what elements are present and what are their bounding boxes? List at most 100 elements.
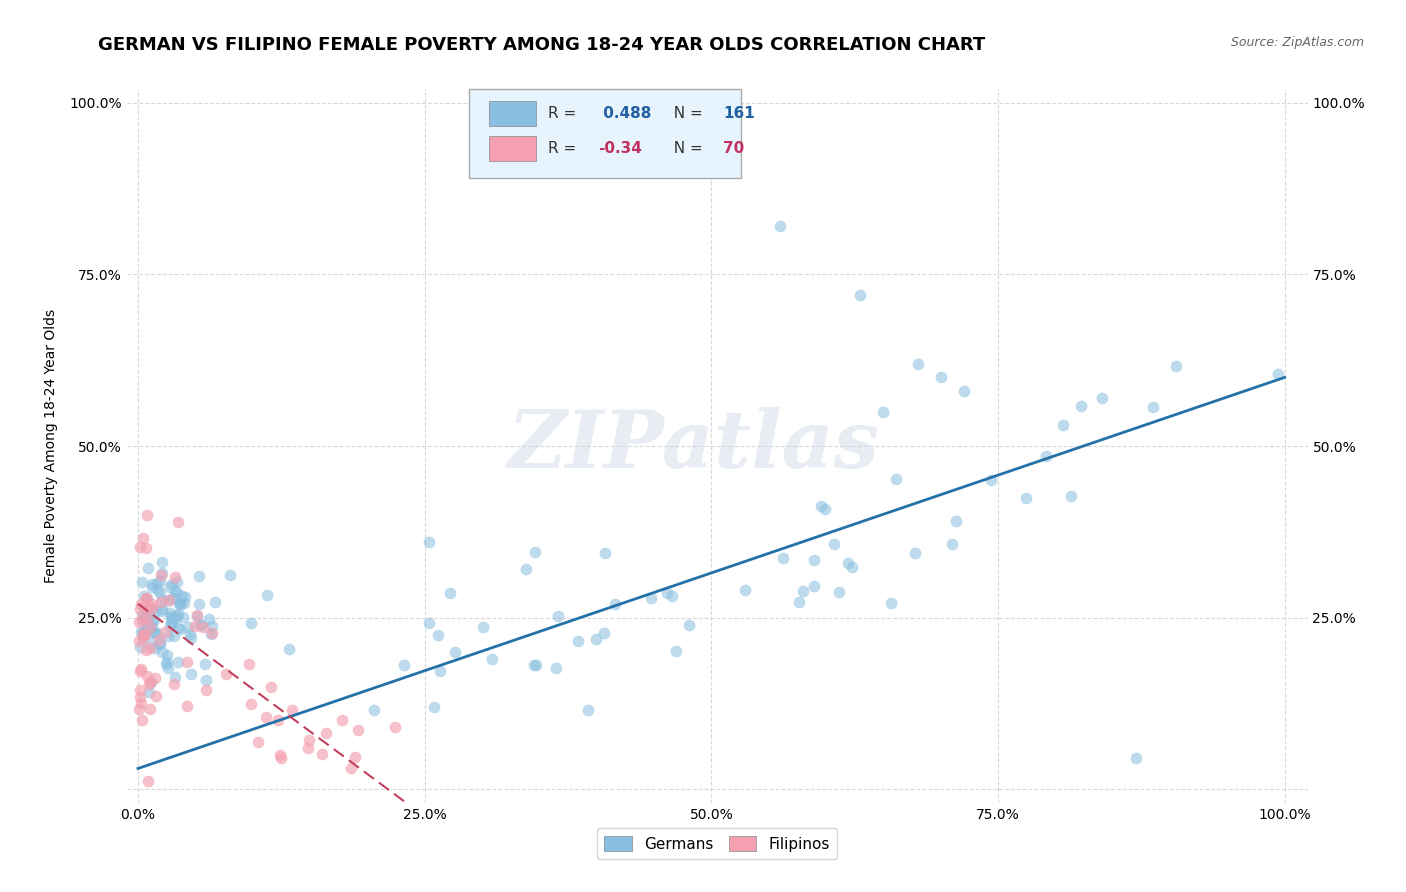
Point [141,580,163,594]
Point [129,661,152,675]
Point [174,591,197,605]
Point [167,621,190,635]
Text: 70: 70 [723,141,744,155]
Point [218,567,240,582]
Point [138,604,160,618]
Point [156,648,179,662]
Point [256,588,278,602]
Point [392,658,415,673]
Point [159,607,181,621]
Point [439,585,461,599]
Point [152,602,174,616]
Point [136,603,159,617]
Point [593,546,616,560]
Point [165,570,187,584]
Point [162,591,184,605]
Point [138,702,160,716]
Point [429,664,451,678]
Point [311,747,333,762]
Point [141,577,163,591]
Legend: Germans, Filipinos: Germans, Filipinos [596,828,838,859]
Point [138,684,160,698]
Point [163,676,186,690]
Point [135,591,157,605]
Point [148,582,170,597]
Text: N =: N = [664,141,707,155]
Point [980,473,1002,487]
Point [281,703,304,717]
Point [665,644,688,658]
Point [418,535,440,549]
Point [347,723,370,737]
Point [173,596,195,610]
Point [792,584,814,599]
Point [941,537,963,551]
Point [128,634,150,648]
Point [131,575,153,590]
Text: R =: R = [548,141,581,155]
FancyBboxPatch shape [470,89,741,178]
Y-axis label: Female Poverty Among 18-24 Year Olds: Female Poverty Among 18-24 Year Olds [44,309,58,583]
Point [134,599,156,613]
Point [585,632,607,646]
Point [787,594,810,608]
Text: N =: N = [664,106,707,121]
Point [547,609,569,624]
Point [837,556,859,570]
Point [131,608,153,623]
Point [427,628,450,642]
Point [167,596,190,610]
Point [201,626,224,640]
Point [166,607,188,622]
Point [135,643,157,657]
Point [828,584,851,599]
Point [135,508,157,522]
Point [515,561,537,575]
Point [128,690,150,705]
Text: R =: R = [548,106,581,121]
Point [141,613,163,627]
Point [246,734,269,748]
Point [734,583,756,598]
Point [128,664,150,678]
Point [128,702,150,716]
Point [167,515,190,529]
Point [167,655,190,669]
Point [884,472,907,486]
Point [141,620,163,634]
Point [824,537,846,551]
Point [813,502,835,516]
Point [952,384,974,398]
Point [524,658,547,673]
Point [180,631,202,645]
Point [141,601,163,615]
Point [194,657,217,671]
Point [1060,489,1083,503]
Point [578,703,600,717]
Point [143,671,166,685]
Point [238,657,260,671]
Point [803,578,825,592]
Point [132,531,155,545]
Point [1267,368,1289,382]
Point [156,661,179,675]
Point [160,610,183,624]
Point [146,575,169,590]
Point [524,545,547,559]
Point [165,584,187,599]
Point [156,629,179,643]
Text: ZIPatlas: ZIPatlas [508,408,880,484]
Point [1015,491,1038,505]
Point [141,600,163,615]
Point [1052,418,1074,433]
Point [655,585,678,599]
Text: 161: 161 [723,106,755,121]
Point [297,740,319,755]
Point [603,598,626,612]
Point [146,626,169,640]
Point [277,642,299,657]
Point [134,627,156,641]
Point [567,634,589,648]
Point [159,619,181,633]
Point [163,670,186,684]
